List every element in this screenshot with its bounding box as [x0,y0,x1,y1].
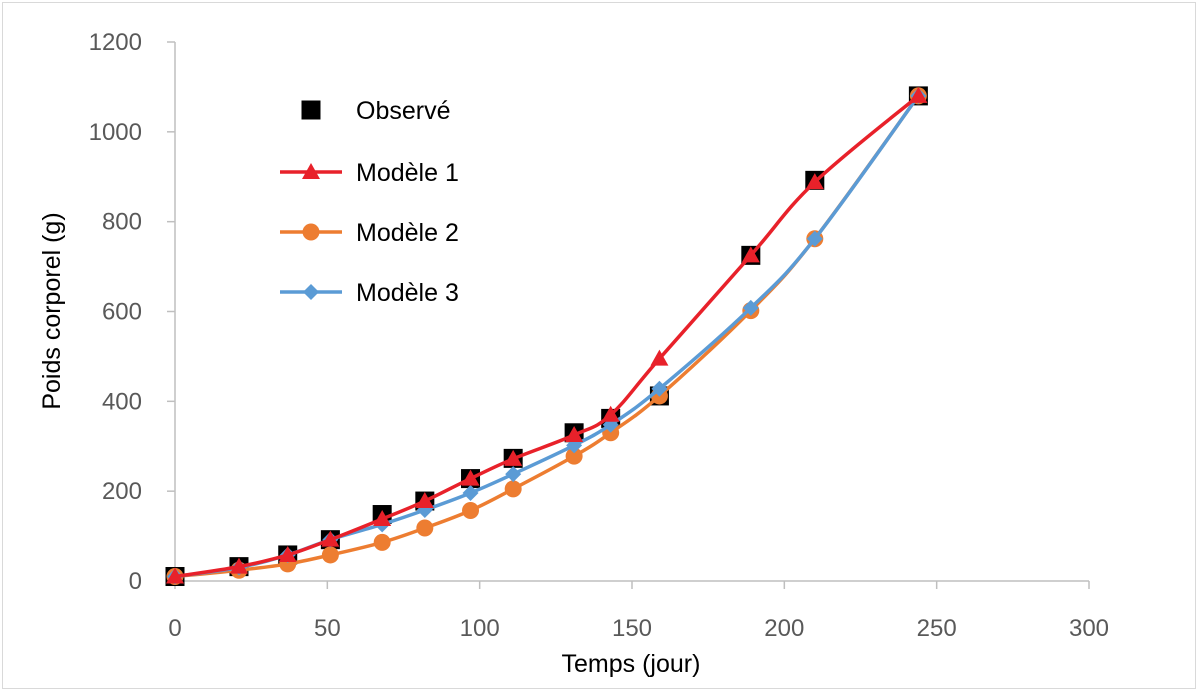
x-tick-label: 100 [460,615,500,642]
legend-label: Modèle 3 [356,279,459,307]
data-point [415,492,434,509]
legend-marker [301,100,321,120]
legend-item-modele-1: Modèle 1 [280,159,459,187]
data-point [278,545,297,562]
series-layer [165,86,928,587]
x-tick-label: 0 [168,615,181,642]
legend-label: Observé [356,97,450,125]
data-point [806,230,823,247]
legend-marker [302,163,320,179]
y-tick-label: 0 [129,568,142,595]
y-tick-label: 400 [102,388,142,415]
legend: Observé Modèle 1 Modèle 2 Modèle 3 [280,97,459,307]
legend-marker [303,284,319,300]
y-tick-label: 1200 [89,29,142,56]
chart-axes: 0 200 400 600 800 1000 1200 0 50 100 150 200 250 300 [89,29,1109,642]
series-modele-2 [166,87,927,586]
data-point [166,567,184,584]
x-tick-label: 250 [917,615,957,642]
data-point [462,501,480,519]
data-point [505,466,522,483]
data-point [651,380,668,397]
x-tick-label: 300 [1069,615,1109,642]
data-point [909,86,928,103]
y-tick-label: 1000 [89,119,142,146]
x-tick-label: 50 [314,615,341,642]
legend-item-modele-3: Modèle 3 [280,279,459,307]
data-point [742,299,759,316]
series-line [173,94,921,579]
data-point [565,447,583,465]
x-tick-label: 200 [764,615,804,642]
legend-label: Modèle 1 [356,159,459,187]
data-point [321,530,340,547]
series-line [173,94,921,579]
data-point [741,246,760,263]
x-axis-title: Temps (jour) [562,650,701,678]
data-point [373,510,392,527]
data-point [462,484,479,501]
x-tick-label: 150 [612,615,652,642]
data-point [461,469,480,486]
legend-label: Modèle 2 [356,219,459,247]
series-line [173,94,921,579]
series-modele-3 [167,87,927,585]
legend-marker [302,223,320,241]
series-observe [165,86,928,587]
data-point [504,480,522,498]
data-point [601,405,620,422]
series-modele-1 [166,86,928,584]
data-point [650,349,669,366]
data-point [504,449,523,466]
legend-item-observe: Observé [301,97,450,125]
y-tick-label: 600 [102,299,142,326]
data-point [416,519,434,537]
data-point [321,546,339,564]
legend-item-modele-2: Modèle 2 [280,219,459,247]
data-point [805,173,824,190]
data-point [373,533,391,551]
y-axis-title: Poids corporel (g) [38,212,66,409]
data-point [565,426,584,443]
y-tick-label: 200 [102,478,142,505]
data-point [229,557,248,574]
y-tick-label: 800 [102,209,142,236]
